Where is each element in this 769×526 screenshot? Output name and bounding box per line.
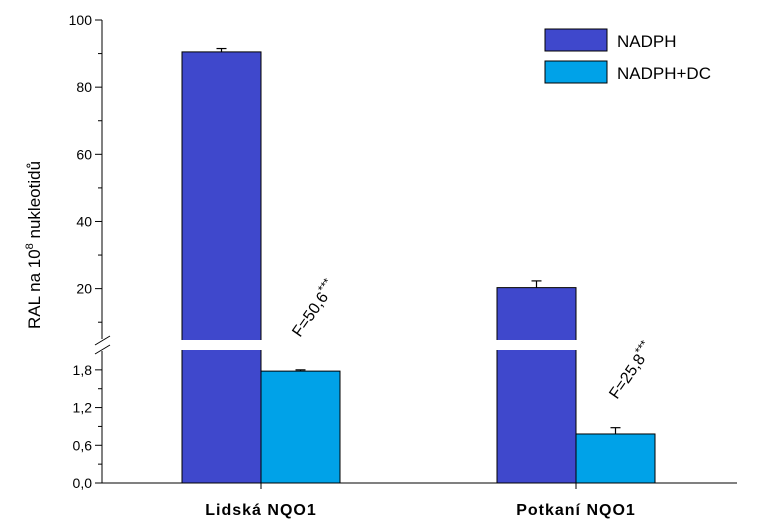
- y-tick-label: 0,6: [73, 437, 93, 453]
- legend-label-nadph: NADPH: [617, 32, 677, 51]
- bar-nadph-dc-lidska: [260, 370, 341, 484]
- bar-break-gap: [495, 340, 578, 350]
- legend: NADPH NADPH+DC: [544, 28, 711, 84]
- legend-label-nadph-dc: NADPH+DC: [617, 64, 711, 83]
- y-tick-label: 20: [76, 281, 92, 297]
- y-tick-label: 80: [76, 79, 92, 95]
- legend-swatch-nadph-dc: [544, 60, 608, 84]
- x-category-labels: Lidská NQO1 Potkaní NQO1: [205, 483, 636, 519]
- f-statistic-annotation: F=25,8***: [603, 337, 657, 402]
- f-statistic-annotation: F=50,6***: [286, 275, 340, 340]
- bar-break-gap: [180, 340, 263, 350]
- legend-swatch-nadph: [544, 28, 608, 52]
- annotations: F=50,6*** F=25,8***: [286, 275, 657, 402]
- y-tick-label: 60: [76, 146, 92, 162]
- bar-nadph-dc-potkani: [575, 433, 656, 484]
- y-axis-label: RAL na 108 nukleotidů: [24, 161, 44, 329]
- x-category-label: Lidská NQO1: [205, 502, 316, 519]
- y-tick-label: 40: [76, 213, 92, 229]
- x-category-label: Potkaní NQO1: [516, 502, 636, 519]
- bars: [180, 47, 656, 484]
- bar-nadph-lidska: [181, 51, 262, 484]
- bar-nadph-potkani: [496, 287, 577, 484]
- axis-break-marks: [94, 335, 111, 355]
- y-tick-label: 100: [69, 12, 93, 28]
- y-tick-label: 1,2: [73, 400, 93, 416]
- y-ticks: 0,0 0,6 1,2 1,8 20 40 60 80 100: [69, 12, 102, 491]
- y-tick-label: 0,0: [73, 475, 93, 491]
- y-tick-label: 1,8: [73, 362, 93, 378]
